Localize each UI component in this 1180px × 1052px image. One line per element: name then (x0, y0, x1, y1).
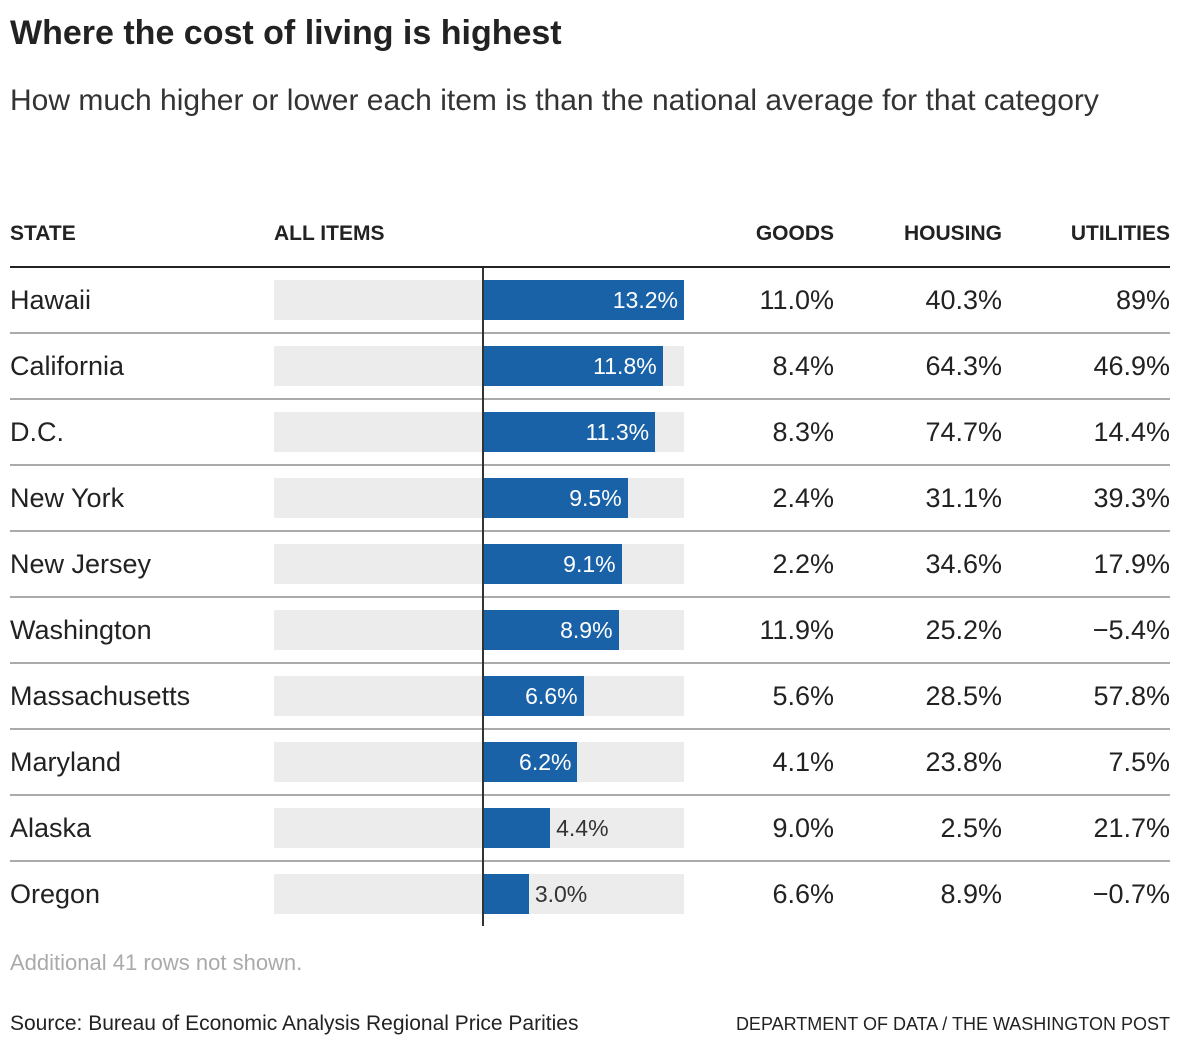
housing-value: 8.9% (940, 879, 1002, 909)
state-name: Washington (10, 615, 152, 645)
all-items-bar (483, 742, 578, 782)
header-housing: HOUSING (903, 222, 1002, 245)
bar-background (274, 610, 684, 650)
utilities-value: 57.8% (1093, 681, 1170, 711)
all-items-label: 8.9% (560, 617, 613, 643)
header-utilities: UTILITIES (1070, 222, 1170, 245)
all-items-bar (483, 412, 656, 452)
housing-value: 28.5% (925, 681, 1002, 711)
all-items-label: 3.0% (534, 881, 588, 907)
credit: DEPARTMENT OF DATA / THE WASHINGTON POST (735, 1014, 1170, 1034)
header-rule (10, 266, 1170, 268)
goods-value: 6.6% (772, 879, 834, 909)
state-name: Massachusetts (10, 681, 191, 711)
utilities-value: 21.7% (1093, 813, 1170, 843)
housing-value: 64.3% (925, 351, 1002, 381)
state-name: Oregon (10, 879, 101, 909)
all-items-label: 9.1% (563, 551, 616, 577)
row-divider (10, 596, 1170, 598)
bar-background (274, 874, 684, 914)
all-items-bar (483, 676, 584, 716)
table-row: New Jersey 9.1% 2.2% 34.6% 17.9% (10, 532, 1170, 598)
all-items-label: 11.8% (593, 353, 657, 379)
table-row: D.C. 11.3% 8.3% 74.7% 14.4% (10, 400, 1170, 466)
utilities-value: 17.9% (1093, 549, 1170, 579)
bar-background (274, 808, 684, 848)
zero-line (482, 268, 484, 926)
housing-value: 34.6% (925, 549, 1002, 579)
row-divider (10, 530, 1170, 532)
housing-value: 40.3% (925, 285, 1002, 315)
table-row: Washington 8.9% 11.9% 25.2% −5.4% (10, 598, 1170, 664)
bar-background (274, 544, 684, 584)
all-items-label: 4.4% (556, 815, 609, 841)
row-divider (10, 464, 1170, 466)
state-name: California (10, 351, 125, 381)
table-row: Oregon 3.0% 6.6% 8.9% −0.7% (10, 862, 1170, 928)
table-row: Alaska 4.4% 9.0% 2.5% 21.7% (10, 796, 1170, 862)
goods-value: 2.4% (772, 483, 834, 513)
all-items-bar (483, 478, 628, 518)
goods-value: 5.6% (772, 681, 834, 711)
row-divider (10, 398, 1170, 400)
row-divider (10, 728, 1170, 730)
utilities-value: 39.3% (1093, 483, 1170, 513)
row-divider (10, 860, 1170, 862)
all-items-label: 6.2% (519, 749, 572, 775)
state-name: Hawaii (10, 285, 92, 315)
table-row: New York 9.5% 2.4% 31.1% 39.3% (10, 466, 1170, 532)
all-items-label: 13.2% (612, 287, 678, 313)
state-name: Maryland (10, 747, 122, 777)
table-row: Massachusetts 6.6% 5.6% 28.5% 57.8% (10, 664, 1170, 730)
state-name: Alaska (10, 813, 92, 843)
housing-value: 23.8% (925, 747, 1002, 777)
source: Source: Bureau of Economic Analysis Regi… (10, 1012, 579, 1035)
housing-value: 25.2% (925, 615, 1002, 645)
table-row: Maryland 6.2% 4.1% 23.8% 7.5% (10, 730, 1170, 796)
table-row: Hawaii 13.2% 11.0% 40.3% 89% (10, 268, 1170, 334)
utilities-value: −0.7% (1092, 879, 1170, 909)
table-row: California 11.8% 8.4% 64.3% 46.9% (10, 334, 1170, 400)
state-name: New Jersey (10, 549, 152, 579)
state-name: New York (10, 483, 125, 513)
goods-value: 9.0% (772, 813, 834, 843)
all-items-bar (483, 544, 622, 584)
housing-value: 2.5% (940, 813, 1002, 843)
bar-background (274, 676, 684, 716)
all-items-label: 6.6% (525, 683, 578, 709)
goods-value: 2.2% (772, 549, 834, 579)
all-items-bar (483, 346, 663, 386)
utilities-value: 14.4% (1093, 417, 1170, 447)
goods-value: 11.9% (759, 615, 834, 645)
utilities-value: 46.9% (1093, 351, 1170, 381)
header-goods: GOODS (755, 222, 834, 245)
housing-value: 74.7% (925, 417, 1002, 447)
row-divider (10, 662, 1170, 664)
goods-value: 8.3% (772, 417, 834, 447)
all-items-bar (483, 610, 619, 650)
rows-note: Additional 41 rows not shown. (10, 950, 303, 975)
chart-title: Where the cost of living is highest (10, 14, 562, 52)
header-state: STATE (10, 222, 76, 245)
header-all-items: ALL ITEMS (274, 222, 385, 245)
all-items-bar (483, 808, 551, 848)
housing-value: 31.1% (925, 483, 1002, 513)
goods-value: 11.0% (759, 285, 834, 315)
row-divider (10, 332, 1170, 334)
state-name: D.C. (10, 417, 64, 447)
goods-value: 4.1% (772, 747, 834, 777)
chart-subtitle: How much higher or lower each item is th… (10, 84, 1099, 117)
all-items-bar (483, 874, 529, 914)
utilities-value: −5.4% (1092, 615, 1170, 645)
utilities-value: 7.5% (1108, 747, 1170, 777)
all-items-label: 9.5% (569, 485, 622, 511)
bar-background (274, 742, 684, 782)
all-items-label: 11.3% (585, 419, 650, 445)
all-items-bar (483, 280, 684, 320)
utilities-value: 89% (1115, 285, 1170, 315)
row-divider (10, 794, 1170, 796)
goods-value: 8.4% (772, 351, 834, 381)
